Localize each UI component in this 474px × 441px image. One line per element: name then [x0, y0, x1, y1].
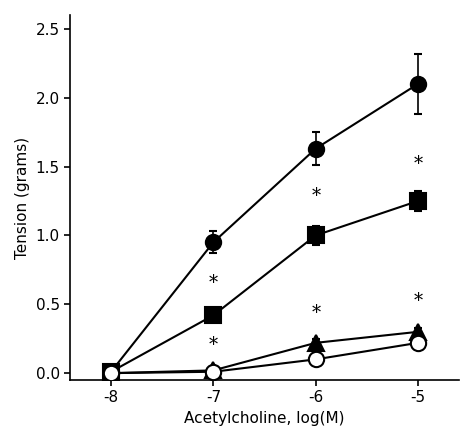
X-axis label: Acetylcholine, log(M): Acetylcholine, log(M)	[184, 411, 345, 426]
Text: *: *	[311, 187, 320, 205]
Text: *: *	[413, 155, 423, 173]
Text: *: *	[209, 336, 218, 354]
Text: *: *	[413, 292, 423, 310]
Text: *: *	[311, 304, 320, 322]
Text: *: *	[209, 274, 218, 292]
Y-axis label: Tension (grams): Tension (grams)	[15, 136, 30, 258]
